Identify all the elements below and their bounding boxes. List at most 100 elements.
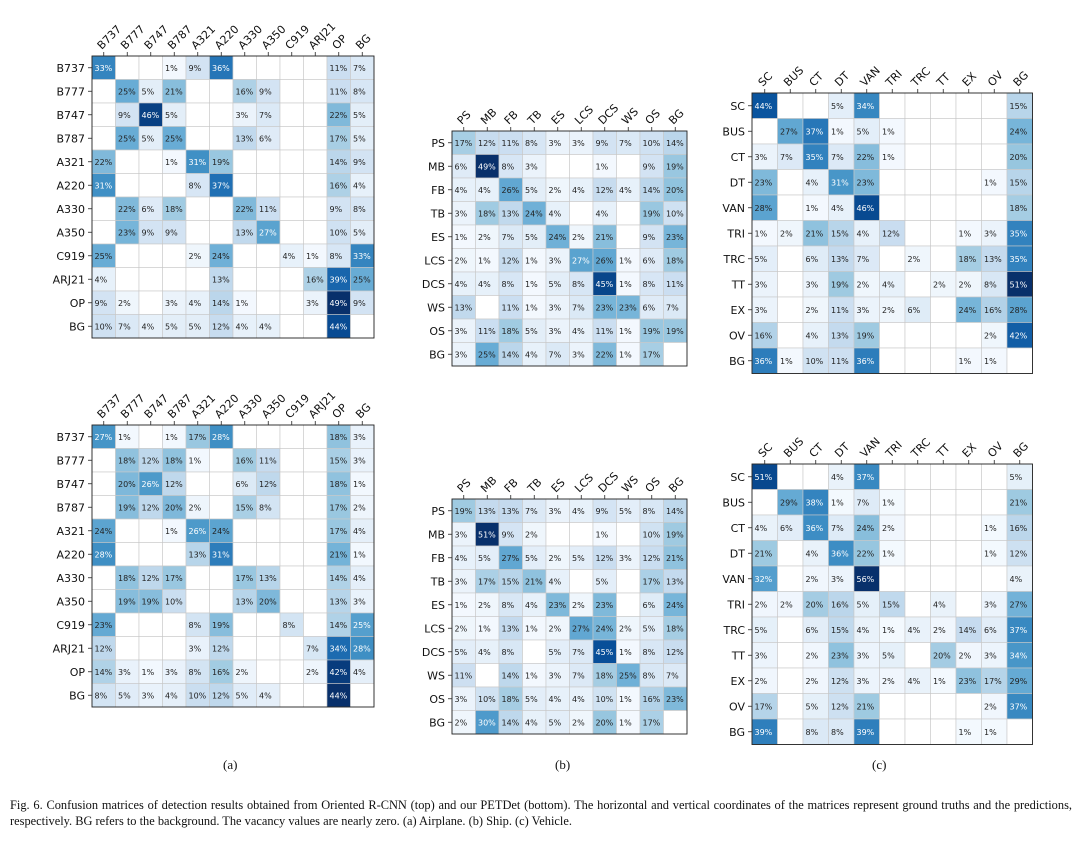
cell-value-label: 1% (882, 549, 895, 558)
cell-value-label: 2% (619, 624, 632, 633)
cell-value-label: 5% (525, 186, 538, 195)
row-label: BG (729, 726, 745, 739)
cell-value-label: 16% (643, 695, 661, 704)
matrix-cell (232, 636, 257, 661)
col-label: B737 (95, 392, 124, 421)
col-label: B787 (165, 392, 194, 421)
row-label: BG (729, 355, 745, 368)
matrix-cell (256, 267, 281, 292)
cell-value-label: 1% (831, 498, 844, 507)
cell-value-label: 34% (330, 644, 348, 653)
cell-value-label: 12% (596, 186, 614, 195)
matrix-cell (904, 463, 931, 490)
cell-value-label: 3% (857, 306, 870, 315)
matrix-cell (162, 173, 187, 198)
cell-value-label: 5% (142, 134, 155, 143)
cell-value-label: 1% (455, 601, 468, 610)
row-label: TRC (723, 624, 746, 637)
matrix-border (751, 92, 1033, 374)
cell-value-label: 3% (572, 350, 585, 359)
cell-value-label: 1% (984, 549, 997, 558)
cell-value-label: 35% (1010, 255, 1028, 264)
cell-value-label: 2% (572, 718, 585, 727)
cell-value-label: 1% (619, 695, 632, 704)
matrix-cell (1006, 514, 1033, 541)
cell-value-label: 2% (755, 600, 768, 609)
cell-value-label: 26% (596, 256, 614, 265)
row-label: BUS (722, 125, 745, 138)
matrix-cell (828, 489, 855, 516)
cell-value-label: 28% (1010, 306, 1028, 315)
matrix-cell (802, 616, 829, 643)
cell-value-label: 16% (1010, 524, 1028, 533)
cell-value-label: 17% (643, 350, 661, 359)
matrix-cell (879, 540, 906, 567)
matrix-cell (802, 194, 829, 221)
row-label: C919 (56, 250, 85, 263)
cell-value-label: 28% (95, 550, 113, 559)
row-label: B747 (56, 478, 85, 491)
cell-value-label: 4% (189, 299, 202, 308)
cell-value-label: 9% (330, 205, 343, 214)
cell-value-label: 9% (189, 64, 202, 73)
cell-value-label: 13% (984, 255, 1002, 264)
cell-value-label: 4% (455, 554, 468, 563)
matrix-cell (802, 143, 829, 170)
matrix-cell (279, 542, 304, 567)
col-label: B777 (118, 23, 147, 52)
matrix-cell (904, 565, 931, 592)
cell-value-label: 13% (212, 275, 230, 284)
matrix-cell (930, 693, 957, 720)
matrix-cell (777, 322, 804, 349)
matrix-cell (209, 126, 234, 151)
matrix-cell (853, 489, 880, 516)
cell-value-label: 8% (189, 668, 202, 677)
matrix-cell (138, 290, 163, 315)
cell-value-label: 2% (478, 601, 491, 610)
matrix-cell (303, 471, 328, 496)
matrix-cell (904, 347, 931, 374)
cell-value-label: 13% (478, 507, 496, 516)
row-label: DT (730, 176, 745, 189)
matrix-cell (930, 463, 957, 490)
matrix-cell (138, 636, 163, 661)
matrix-cell (569, 201, 594, 226)
cell-value-label: 4% (259, 322, 272, 331)
cell-value-label: 44% (330, 322, 348, 331)
cell-value-label: 23% (596, 303, 614, 312)
matrix-cell (1006, 489, 1033, 516)
cell-value-label: 3% (118, 668, 131, 677)
cell-value-label: 1% (525, 624, 538, 633)
matrix-cell (91, 220, 116, 245)
cell-value-label: 51% (478, 530, 496, 539)
cell-value-label: 25% (118, 87, 136, 96)
matrix-border (451, 498, 688, 735)
cell-value-label: 3% (984, 229, 997, 238)
cell-value-label: 9% (353, 158, 366, 167)
cell-value-label: 13% (330, 597, 348, 606)
matrix-cell (279, 565, 304, 590)
cell-value-label: 5% (831, 102, 844, 111)
matrix-cell (777, 271, 804, 298)
row-label: BUS (722, 496, 745, 509)
col-label: CT (807, 70, 827, 90)
cell-value-label: 46% (857, 204, 875, 213)
col-label: OV (985, 68, 1006, 89)
cell-value-label: 4% (831, 204, 844, 213)
matrix-cell (828, 92, 855, 119)
cell-value-label: 14% (959, 626, 977, 635)
cell-value-label: 13% (455, 303, 473, 312)
matrix-cell (904, 642, 931, 669)
row-label: A321 (56, 525, 85, 538)
cell-value-label: 4% (549, 695, 562, 704)
matrix-cell (91, 126, 116, 151)
cell-value-label: 18% (330, 433, 348, 442)
matrix-cell (115, 518, 140, 543)
cell-value-label: 4% (525, 350, 538, 359)
cell-value-label: 8% (502, 162, 515, 171)
matrix-cell (828, 616, 855, 643)
cell-value-label: 23% (959, 677, 977, 686)
cell-value-label: 2% (882, 306, 895, 315)
cell-value-label: 3% (857, 677, 870, 686)
matrix-cell (279, 267, 304, 292)
